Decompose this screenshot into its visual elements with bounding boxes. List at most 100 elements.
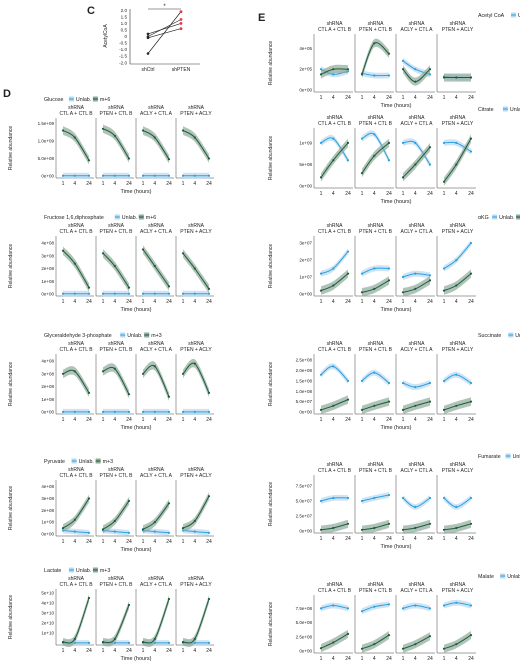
band-labeled <box>103 601 129 647</box>
x-tick-label: 4 <box>73 539 76 545</box>
point-labeled <box>181 640 185 644</box>
point-labeled <box>61 372 65 375</box>
x-tick-label: 4 <box>332 191 335 197</box>
point-unlabeled <box>373 267 376 270</box>
point-labeled <box>346 68 350 71</box>
x-tick-label: 24 <box>427 656 433 662</box>
x-tick-label: 1 <box>320 536 323 542</box>
point-labeled <box>73 370 76 373</box>
point-unlabeled <box>442 379 446 382</box>
legend-title: Fructose 1,6,diphosphate <box>44 215 104 221</box>
y-tick-label: 1.0e+09 <box>38 139 55 144</box>
point-labeled <box>167 158 171 161</box>
point-unlabeled <box>61 292 65 295</box>
facet-strip-line2: ACLY + CTL A <box>140 229 173 235</box>
panel-d-glyceraldehyde-3-phosphate: Glyceraldehyde 3-phosphate Unlab. m+3 shRNA… <box>8 332 214 431</box>
point-unlabeled <box>428 163 432 166</box>
point-labeled <box>332 404 335 407</box>
point-labeled <box>87 497 91 500</box>
legend-label-labeled: m+6 <box>100 97 111 103</box>
facet-strip-line1: shRNA <box>148 576 165 582</box>
x-tick-label: 1 <box>320 191 323 197</box>
x-tick-label: 4 <box>373 536 376 542</box>
facet-axes <box>95 480 134 537</box>
point-labeled <box>167 597 171 601</box>
point-unlabeled <box>61 174 65 177</box>
band-unlabeled <box>321 494 348 504</box>
point-unlabeled <box>401 381 405 385</box>
point-labeled <box>167 502 171 505</box>
panel-e-malate: MalateUnlab.m+2shRNACTL A + CTL BshRNAPT… <box>268 573 520 662</box>
point-unlabeled <box>101 292 105 295</box>
point-labeled <box>87 159 91 162</box>
y-axis-label: Relative abundance <box>268 602 274 646</box>
point-labeled <box>127 393 131 396</box>
y-tick-label: 5e+10 <box>41 591 54 596</box>
x-tick-label: 24 <box>126 417 132 423</box>
band-labeled <box>444 631 471 653</box>
x-axis-label: Time (hours) <box>121 307 152 313</box>
facet-axes <box>395 354 435 415</box>
facet-strip-line1: shRNA <box>148 467 165 473</box>
x-tick-label: 4 <box>455 417 458 423</box>
legend-label-unlabeled: Unlab. <box>510 107 520 113</box>
point-labeled <box>113 519 116 523</box>
facet-strip-line1: shRNA <box>368 21 385 27</box>
facet-strip-line2: PTEN + CTL B <box>99 473 133 479</box>
point-labeled <box>332 641 335 644</box>
legend-label-unlabeled: Unlab. <box>513 454 520 460</box>
legend-title: Glucose <box>44 97 63 103</box>
facet-axes <box>354 475 394 534</box>
facet-strip-line1: shRNA <box>108 223 125 229</box>
x-tick-label: 1 <box>62 299 65 305</box>
band-labeled <box>444 269 471 295</box>
point-unlabeled <box>167 174 171 177</box>
point-unlabeled <box>401 607 405 610</box>
point-labeled <box>87 596 91 600</box>
point-labeled <box>153 521 156 524</box>
x-tick-label: 1 <box>142 181 145 187</box>
band-unlabeled <box>444 139 471 155</box>
band-labeled <box>143 595 169 647</box>
facet-axes <box>354 236 394 297</box>
point-labeled <box>373 643 376 646</box>
x-tick-label: 4 <box>414 95 417 101</box>
point-unlabeled <box>73 292 76 295</box>
y-tick-label: 3e+07 <box>299 241 312 246</box>
point-labeled <box>101 252 105 255</box>
point-unlabeled <box>401 59 405 63</box>
point-labeled <box>127 499 131 502</box>
x-tick-label: 24 <box>427 299 433 305</box>
legend-label-unlabeled: Unlab. <box>76 97 91 103</box>
point-unlabeled <box>373 133 376 136</box>
band-labeled <box>403 65 430 86</box>
point-labeled <box>207 597 211 601</box>
point-labeled <box>73 637 76 641</box>
x-tick-label: 1 <box>182 299 185 305</box>
point-unlabeled <box>373 371 376 374</box>
point-labeled <box>167 395 171 398</box>
point-unlabeled <box>127 531 131 534</box>
point-unlabeled <box>387 603 391 606</box>
band-labeled <box>103 497 129 534</box>
point-unlabeled <box>346 607 350 610</box>
facet-strip-line2: ACLY + CTL A <box>140 111 173 117</box>
point-labeled <box>455 643 458 646</box>
y-axis-label: Relative abundance <box>268 41 274 85</box>
facet-strip-line1: shRNA <box>368 223 385 229</box>
facet-strip-line1: shRNA <box>108 576 125 582</box>
x-tick-label: 24 <box>345 191 351 197</box>
x-tick-label: 1 <box>402 95 405 101</box>
point-labeled <box>387 52 391 55</box>
point-labeled <box>101 127 105 130</box>
point-labeled <box>101 370 105 373</box>
band-labeled <box>403 519 430 534</box>
x-tick-label: 24 <box>345 95 351 101</box>
facet-strip-line2: CTL A + CTL B <box>318 347 352 353</box>
panel-label-c: C <box>87 5 95 17</box>
point-unlabeled <box>193 410 196 413</box>
x-tick-label: 1 <box>402 299 405 305</box>
facet-strip-line2: PTEN + CTL B <box>99 347 133 353</box>
point-labeled <box>319 528 323 531</box>
